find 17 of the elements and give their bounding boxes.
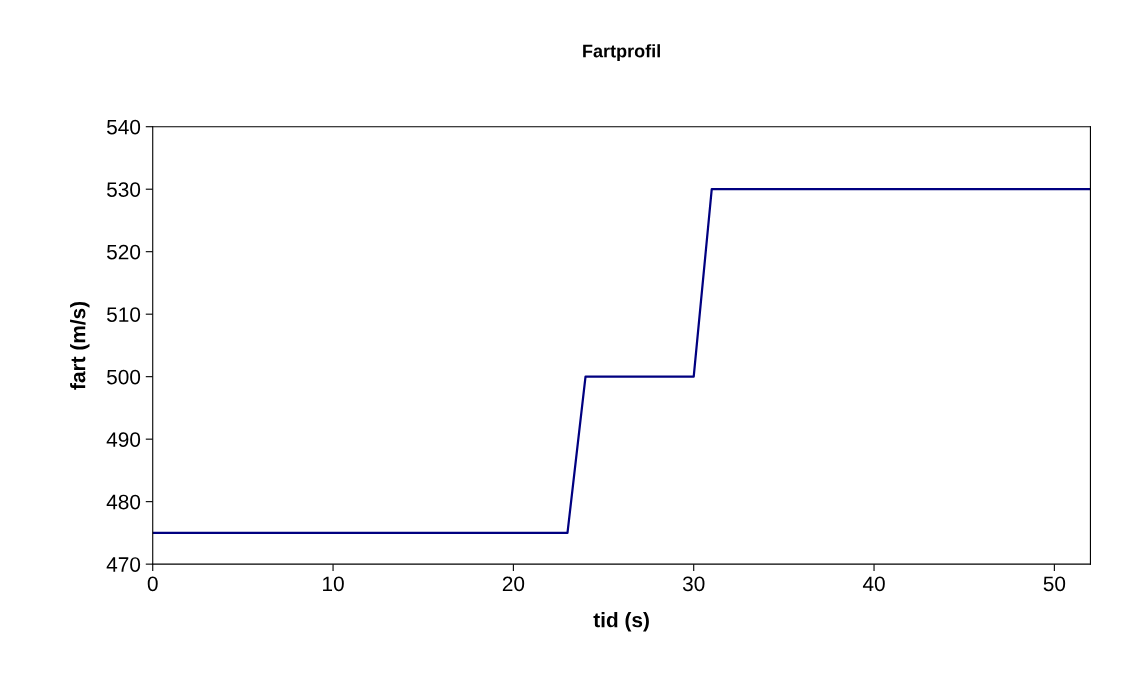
x-tick-label: 0: [147, 576, 158, 592]
y-tick-label: 540: [107, 119, 141, 135]
y-tick-label: 530: [107, 182, 141, 197]
x-tick-label: 40: [862, 576, 885, 592]
chart-title: Fartprofil: [583, 44, 660, 62]
x-tick-label: 20: [502, 576, 525, 592]
x-tick-label: 30: [682, 576, 705, 592]
y-tick-label: 520: [107, 244, 141, 260]
y-tick-label: 490: [106, 432, 141, 447]
y-tick-label: 500: [107, 369, 141, 385]
y-tick-label: 470: [106, 557, 141, 572]
x-tick-label: 50: [1043, 576, 1066, 592]
y-axis-title: fart (m/s): [70, 301, 90, 390]
x-axis-title: tid (s): [593, 612, 649, 632]
y-tick-label: 510: [107, 307, 141, 322]
x-tick-label: 10: [323, 576, 344, 592]
y-tick-label: 480: [106, 494, 141, 510]
